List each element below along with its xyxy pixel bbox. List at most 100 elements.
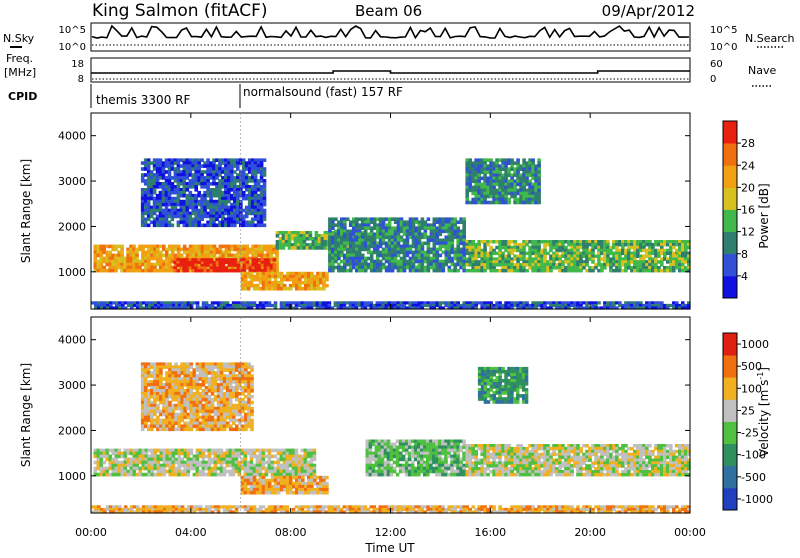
data-cell	[361, 254, 365, 258]
data-cell	[325, 284, 329, 288]
data-cell	[265, 278, 269, 282]
data-cell	[187, 458, 191, 462]
data-cell	[275, 254, 279, 258]
data-cell	[231, 269, 235, 272]
data-cell	[366, 473, 370, 477]
data-cell	[378, 470, 382, 474]
nave-tick-top: 60	[710, 59, 723, 70]
nave-label: Nave	[748, 64, 776, 77]
data-cell	[187, 470, 191, 474]
y-tick-label: 3000	[58, 175, 86, 188]
data-cell	[462, 226, 466, 230]
freq-tick-bottom: 8	[78, 74, 84, 85]
data-cell	[313, 482, 317, 486]
power-heatmap	[91, 158, 691, 309]
data-cell	[135, 254, 139, 258]
y-tick-label: 1000	[58, 266, 86, 279]
data-cell	[456, 226, 460, 230]
data-cell	[263, 203, 267, 207]
cpid-entry-normalsound: normalsound (fast) 157 RF	[243, 85, 403, 99]
data-cell	[379, 269, 383, 273]
data-cell	[349, 269, 353, 273]
data-cell	[313, 470, 317, 474]
data-cell	[378, 473, 382, 477]
data-cell	[263, 158, 267, 162]
data-cell	[261, 264, 265, 267]
cpid-label: CPID	[8, 90, 37, 103]
data-cell	[263, 173, 267, 177]
data-cell	[163, 473, 167, 477]
station-title: King Salmon (fitACF)	[92, 1, 268, 21]
data-cell	[244, 458, 248, 462]
data-cell	[289, 278, 293, 282]
data-cell	[325, 476, 329, 480]
beam-title: Beam 06	[355, 2, 422, 20]
nave-tick-bottom: 0	[710, 74, 716, 85]
data-cell	[289, 491, 293, 495]
data-cell	[265, 482, 269, 486]
freq-label-2: [MHz]	[4, 66, 36, 79]
data-cell	[537, 201, 541, 205]
date-title: 09/Apr/2012	[602, 2, 695, 20]
data-cell	[325, 278, 329, 282]
data-cell	[343, 226, 347, 230]
data-cell	[289, 482, 293, 486]
data-cell	[273, 258, 277, 261]
data-cell	[366, 446, 370, 450]
cpid-entry-themis: themis 3300 RF	[96, 93, 190, 107]
data-cell	[391, 269, 395, 273]
data-cell	[313, 278, 317, 282]
data-cell	[120, 254, 124, 258]
data-cell	[451, 242, 455, 246]
data-cell	[289, 287, 293, 291]
data-cell	[263, 224, 267, 228]
data-cell	[427, 217, 431, 221]
nsky-tick-top: 10^5	[59, 25, 86, 36]
y-tick-label: 4000	[58, 130, 86, 143]
data-cell	[263, 218, 267, 222]
data-cell	[406, 242, 410, 246]
data-cell	[366, 470, 370, 474]
data-cell	[114, 269, 118, 273]
y-tick-label: 2000	[58, 220, 86, 233]
nsearch-tick-bottom: 10^0	[710, 42, 737, 53]
freq-panel	[91, 58, 690, 82]
data-cell	[427, 269, 431, 273]
data-cell	[325, 491, 329, 495]
data-cell	[378, 446, 382, 450]
data-cell	[378, 458, 382, 462]
data-cell	[103, 461, 107, 465]
data-cell	[325, 482, 329, 486]
data-cell	[366, 458, 370, 462]
power-ylabel: Slant Range [km]	[19, 159, 33, 263]
data-cell	[331, 269, 335, 273]
data-cell	[313, 287, 317, 291]
data-cell	[537, 180, 541, 184]
data-cell	[187, 473, 191, 477]
data-cell	[456, 269, 460, 273]
data-cell	[265, 491, 269, 495]
velocity-heatmap	[91, 362, 691, 513]
data-cell	[313, 491, 317, 495]
data-cell	[200, 258, 204, 261]
data-cell	[232, 473, 236, 477]
data-cell	[537, 167, 541, 171]
data-cell	[597, 301, 601, 304]
freq-tick-top: 18	[71, 59, 84, 70]
freq-label-1: Freq.	[6, 52, 33, 65]
data-cell	[442, 269, 446, 273]
nsearch-tick-top: 10^5	[710, 25, 737, 36]
data-cell	[200, 269, 204, 272]
nsky-label: N.Sky	[3, 32, 35, 45]
data-cell	[537, 192, 541, 196]
data-cell	[403, 269, 407, 273]
nsearch-label: N.Search	[745, 32, 795, 45]
data-cell	[507, 201, 511, 205]
nsky-tick-bottom: 10^0	[59, 42, 86, 53]
data-cell	[364, 269, 368, 273]
data-cell	[313, 458, 317, 462]
data-cell	[223, 473, 227, 477]
data-cell	[171, 224, 175, 228]
data-cell	[265, 287, 269, 291]
